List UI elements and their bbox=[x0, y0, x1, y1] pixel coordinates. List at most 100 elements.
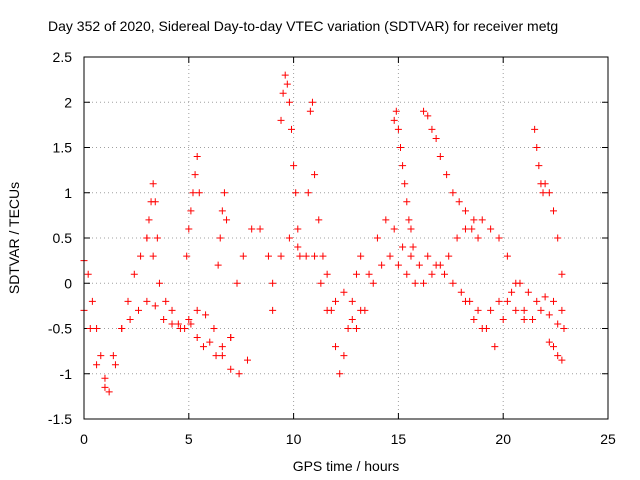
data-point bbox=[449, 279, 457, 287]
data-point bbox=[535, 162, 543, 170]
data-point bbox=[285, 98, 293, 106]
data-point bbox=[428, 270, 436, 278]
data-point bbox=[256, 225, 264, 233]
data-point bbox=[441, 270, 449, 278]
y-axis: -1.5 -1 -0.5 0 0.5 1 1.5 2 2.5 bbox=[48, 49, 608, 427]
data-point bbox=[470, 216, 478, 224]
x-tick-label: 25 bbox=[600, 431, 616, 447]
data-point bbox=[361, 306, 369, 314]
data-point bbox=[311, 252, 319, 260]
data-point bbox=[199, 343, 207, 351]
data-point bbox=[218, 343, 226, 351]
data-point bbox=[352, 325, 360, 332]
data-point bbox=[461, 207, 469, 215]
data-point bbox=[216, 234, 224, 242]
data-point bbox=[432, 134, 440, 142]
data-point bbox=[539, 189, 547, 197]
data-point bbox=[545, 189, 553, 197]
x-axis: 0 5 10 15 20 25 bbox=[80, 57, 616, 447]
series-track-14 bbox=[531, 125, 566, 278]
data-point bbox=[101, 374, 109, 382]
data-point bbox=[487, 225, 495, 233]
data-point bbox=[134, 306, 142, 314]
data-point bbox=[292, 189, 300, 197]
data-point bbox=[365, 270, 373, 278]
data-point bbox=[183, 252, 191, 260]
data-point bbox=[550, 207, 558, 215]
data-point bbox=[86, 325, 94, 332]
data-point bbox=[392, 107, 400, 115]
data-point bbox=[529, 315, 537, 323]
data-point bbox=[399, 162, 407, 170]
data-point bbox=[457, 288, 465, 296]
data-point bbox=[269, 279, 277, 287]
data-point bbox=[428, 125, 436, 133]
data-point bbox=[491, 343, 499, 351]
data-point bbox=[445, 252, 453, 260]
data-point bbox=[143, 297, 151, 305]
data-point bbox=[218, 352, 226, 360]
data-point bbox=[308, 98, 316, 106]
series-track-5 bbox=[214, 189, 231, 269]
data-point bbox=[495, 297, 503, 305]
data-point bbox=[111, 361, 119, 369]
data-point bbox=[304, 189, 312, 197]
series-track-13 bbox=[461, 297, 568, 332]
data-point bbox=[420, 107, 428, 115]
data-point bbox=[294, 225, 302, 233]
data-point bbox=[269, 306, 277, 314]
data-point bbox=[558, 356, 566, 364]
data-point bbox=[520, 306, 528, 314]
data-point bbox=[558, 306, 566, 314]
data-point bbox=[124, 297, 132, 305]
x-tick-label: 20 bbox=[495, 431, 511, 447]
y-tick-label: -1 bbox=[60, 366, 73, 382]
data-point bbox=[277, 116, 285, 124]
data-point bbox=[143, 234, 151, 242]
data-point bbox=[424, 252, 432, 260]
series-track-11 bbox=[420, 107, 482, 242]
data-point bbox=[340, 288, 348, 296]
data-point bbox=[84, 270, 92, 278]
data-point bbox=[512, 279, 520, 287]
y-tick-label: -1.5 bbox=[48, 411, 72, 427]
data-point bbox=[512, 306, 520, 314]
data-point bbox=[206, 338, 214, 346]
data-point bbox=[340, 352, 348, 360]
data-point bbox=[520, 315, 528, 323]
data-point bbox=[191, 171, 199, 179]
data-point bbox=[193, 334, 201, 342]
data-point bbox=[499, 315, 507, 323]
series-track-7 bbox=[277, 71, 304, 260]
data-point bbox=[311, 171, 319, 179]
data-point bbox=[560, 325, 568, 332]
data-point bbox=[533, 144, 541, 151]
data-point bbox=[235, 370, 243, 378]
data-point bbox=[212, 352, 220, 360]
data-point bbox=[541, 293, 549, 301]
data-point bbox=[470, 315, 478, 323]
series-track-2 bbox=[80, 297, 251, 391]
data-point bbox=[193, 306, 201, 314]
data-point bbox=[411, 279, 419, 287]
data-point bbox=[468, 225, 476, 233]
data-point bbox=[554, 320, 562, 328]
data-point bbox=[149, 180, 157, 188]
x-axis-label: GPS time / hours bbox=[293, 458, 400, 474]
data-point bbox=[403, 270, 411, 278]
series-track-12 bbox=[352, 216, 528, 332]
data-point bbox=[478, 216, 486, 224]
data-point bbox=[151, 198, 159, 206]
data-point bbox=[407, 225, 415, 233]
data-point bbox=[109, 352, 117, 360]
data-point bbox=[537, 306, 545, 314]
data-point bbox=[319, 252, 327, 260]
data-point bbox=[461, 225, 469, 233]
data-point bbox=[227, 334, 235, 342]
data-point bbox=[545, 338, 553, 346]
data-point bbox=[382, 216, 390, 224]
data-point bbox=[394, 261, 402, 269]
data-point bbox=[93, 325, 101, 332]
data-point bbox=[503, 252, 511, 260]
data-point bbox=[357, 252, 365, 260]
